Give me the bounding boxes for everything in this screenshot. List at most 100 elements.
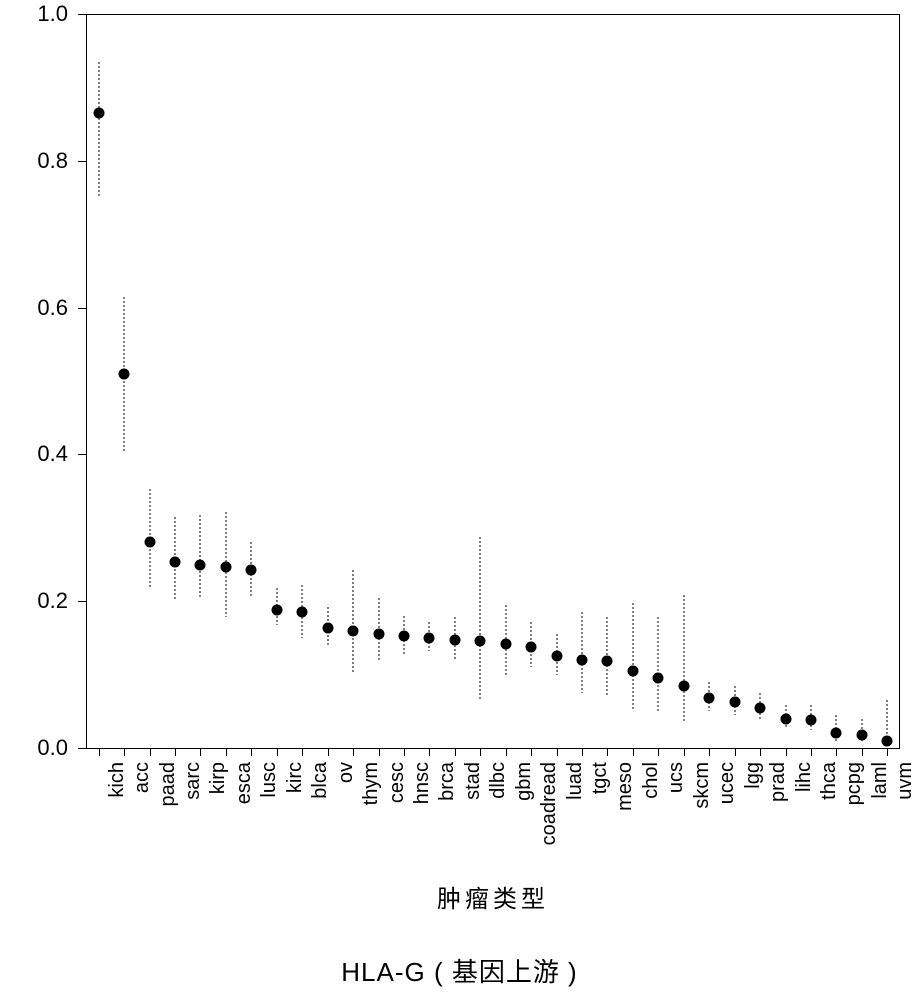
data-point bbox=[424, 632, 435, 643]
y-tick bbox=[78, 454, 86, 455]
data-point bbox=[93, 108, 104, 119]
x-tick bbox=[124, 748, 125, 756]
data-point bbox=[475, 635, 486, 646]
x-tick-label: ucec bbox=[716, 762, 739, 804]
x-tick-label: coadread bbox=[538, 762, 561, 845]
data-point bbox=[373, 629, 384, 640]
data-point bbox=[246, 565, 257, 576]
x-tick-label: hnsc bbox=[411, 762, 434, 804]
y-axis-line bbox=[86, 14, 87, 748]
x-tick bbox=[99, 748, 100, 756]
x-tick bbox=[760, 748, 761, 756]
data-point bbox=[653, 673, 664, 684]
x-tick-label: meso bbox=[614, 762, 637, 811]
x-tick bbox=[251, 748, 252, 756]
x-tick bbox=[404, 748, 405, 756]
x-tick-label: stad bbox=[462, 762, 485, 800]
y-tick-label: 0.4 bbox=[0, 441, 68, 467]
x-tick bbox=[557, 748, 558, 756]
x-tick-label: paad bbox=[157, 762, 180, 807]
x-axis-label: 肿瘤类型 bbox=[86, 879, 900, 914]
x-tick-label: luad bbox=[564, 762, 587, 800]
x-tick bbox=[811, 748, 812, 756]
error-bar bbox=[480, 537, 481, 701]
error-bar bbox=[658, 617, 659, 711]
x-tick bbox=[709, 748, 710, 756]
x-tick bbox=[480, 748, 481, 756]
error-bar bbox=[632, 603, 633, 709]
x-tick bbox=[150, 748, 151, 756]
error-bar bbox=[683, 595, 684, 722]
x-tick bbox=[455, 748, 456, 756]
x-tick bbox=[862, 748, 863, 756]
data-point bbox=[755, 702, 766, 713]
y-tick bbox=[78, 748, 86, 749]
data-point bbox=[627, 665, 638, 676]
x-tick-label: ov bbox=[335, 762, 358, 783]
x-tick bbox=[353, 748, 354, 756]
data-point bbox=[220, 561, 231, 572]
x-tick-label: sarc bbox=[182, 762, 205, 800]
data-point bbox=[297, 607, 308, 618]
data-point bbox=[882, 735, 893, 746]
error-bar bbox=[200, 515, 201, 598]
x-tick-label: dlbc bbox=[487, 762, 510, 799]
x-tick bbox=[658, 748, 659, 756]
x-tick-label: kich bbox=[106, 762, 129, 798]
x-tick-label: skcm bbox=[691, 762, 714, 809]
x-tick-label: acc bbox=[131, 762, 154, 793]
data-point bbox=[526, 641, 537, 652]
x-tick bbox=[607, 748, 608, 756]
data-point bbox=[729, 697, 740, 708]
data-point bbox=[144, 537, 155, 548]
error-bar bbox=[98, 62, 99, 198]
x-tick bbox=[200, 748, 201, 756]
data-point bbox=[551, 651, 562, 662]
y-tick-label: 0.6 bbox=[0, 295, 68, 321]
data-point bbox=[449, 635, 460, 646]
x-tick bbox=[531, 748, 532, 756]
error-bar bbox=[582, 612, 583, 693]
x-tick bbox=[328, 748, 329, 756]
x-tick-label: laml bbox=[869, 762, 892, 799]
x-tick-label: cesc bbox=[386, 762, 409, 803]
x-tick-label: kirc bbox=[284, 762, 307, 793]
x-tick bbox=[277, 748, 278, 756]
data-point bbox=[780, 713, 791, 724]
error-bar bbox=[353, 570, 354, 673]
x-tick-label: esca bbox=[233, 762, 256, 804]
x-tick bbox=[735, 748, 736, 756]
plot-box bbox=[86, 14, 900, 748]
x-tick bbox=[226, 748, 227, 756]
x-tick-label: blca bbox=[309, 762, 332, 799]
x-tick-label: ucs bbox=[665, 762, 688, 793]
x-tick-label: tgct bbox=[589, 762, 612, 794]
x-tick-label: thym bbox=[360, 762, 383, 805]
x-tick bbox=[836, 748, 837, 756]
data-point bbox=[577, 654, 588, 665]
chart-title-bottom: HLA-G ( 基因上游 ) bbox=[0, 952, 919, 989]
x-tick bbox=[175, 748, 176, 756]
x-tick-label: brca bbox=[436, 762, 459, 801]
y-tick-label: 1.0 bbox=[0, 1, 68, 27]
y-tick bbox=[78, 601, 86, 602]
x-tick bbox=[786, 748, 787, 756]
figure: 0.00.20.40.60.81.0 kichaccpaadsarckirpes… bbox=[0, 0, 919, 1000]
data-point bbox=[195, 559, 206, 570]
y-tick bbox=[78, 161, 86, 162]
x-tick bbox=[379, 748, 380, 756]
data-point bbox=[602, 656, 613, 667]
x-tick-label: lgg bbox=[742, 762, 765, 789]
x-axis-line bbox=[86, 748, 900, 749]
data-point bbox=[348, 625, 359, 636]
x-tick-label: prad bbox=[767, 762, 790, 802]
data-point bbox=[805, 715, 816, 726]
data-point bbox=[398, 631, 409, 642]
x-tick-label: lusc bbox=[258, 762, 281, 798]
x-tick bbox=[582, 748, 583, 756]
x-tick-label: uvm bbox=[894, 762, 917, 800]
data-point bbox=[500, 638, 511, 649]
x-tick bbox=[684, 748, 685, 756]
y-tick-label: 0.8 bbox=[0, 148, 68, 174]
x-tick bbox=[887, 748, 888, 756]
